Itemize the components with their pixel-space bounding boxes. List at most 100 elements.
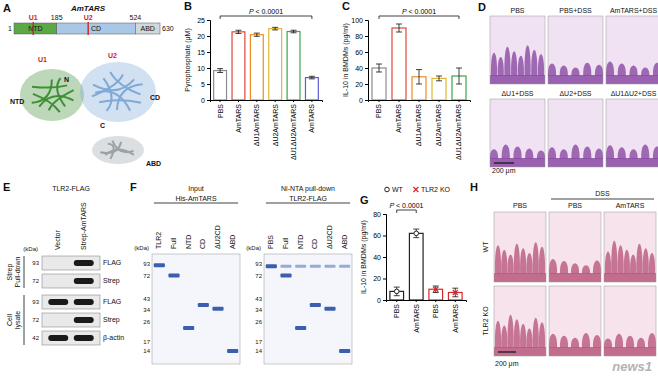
crypt	[571, 263, 579, 274]
legend-label: TLR2 KO	[421, 186, 451, 193]
y-tick: 100	[351, 17, 368, 24]
x-tick-mark	[416, 300, 417, 302]
figure: AAmTARSNTDCDABD1185524630U1U2U1U2NCNTDCD…	[0, 0, 658, 376]
y-tick-mark	[383, 300, 386, 301]
panel-letter: H	[470, 181, 478, 193]
image-label: PBS+DSS	[559, 7, 592, 14]
x-tick-label: AmTARS	[235, 104, 242, 133]
panel-letter: G	[360, 194, 369, 206]
error-bar-cap	[396, 32, 402, 33]
unit-label: (kDa)	[134, 245, 149, 251]
histology-image	[490, 99, 545, 167]
bar	[305, 78, 318, 100]
blot-strip	[42, 313, 100, 327]
blot-title: TLR2-FLAG	[52, 185, 90, 192]
y-tick-label: 5	[201, 81, 205, 88]
error-bar	[235, 30, 241, 33]
blot-label: Strep	[103, 316, 120, 324]
error-bar-stem	[419, 70, 420, 84]
lane-label: CD	[199, 239, 206, 249]
crypt	[595, 65, 603, 76]
error-bar	[394, 287, 400, 296]
x-tick-label: AmTARS	[452, 304, 459, 333]
y-axis: 020406080100	[351, 17, 368, 104]
gel-subtitle: TLR2-FLAG	[289, 195, 327, 202]
crypt	[495, 321, 501, 348]
muscle-layer	[494, 347, 546, 356]
y-tick-mark	[365, 68, 368, 69]
lane-label: TLR2	[155, 232, 162, 249]
crypt	[518, 56, 524, 76]
x-tick: AmTARS	[395, 100, 402, 133]
helix	[32, 79, 52, 102]
ladder-label: 34	[143, 307, 150, 313]
gel-band	[295, 265, 306, 268]
ladder-label: 72	[255, 273, 262, 279]
x-tick-mark	[396, 300, 397, 302]
tissue-background	[490, 99, 545, 167]
gel-band	[295, 326, 306, 330]
y-tick-mark	[383, 257, 386, 258]
crypt	[606, 145, 614, 159]
y-tick-mark	[207, 52, 210, 53]
x-tick-mark	[311, 100, 312, 102]
legend: WTTLR2 KO	[385, 186, 451, 193]
x-tick-label: AmTARS	[395, 104, 402, 133]
crypt	[630, 254, 636, 274]
crypt	[611, 241, 617, 274]
group-label: Strep	[6, 264, 14, 281]
annotation: P < 0.0001	[249, 8, 283, 15]
ladder-label: 17	[143, 339, 150, 345]
column-label: AmTARS	[616, 202, 645, 209]
marker	[385, 187, 390, 192]
ladder-label: 26	[255, 319, 262, 325]
y-tick: 40	[373, 254, 386, 261]
muscle-layer	[604, 273, 656, 282]
x-tick-label: ΔU2AmTARS	[435, 104, 442, 147]
y-tick-label: 60	[373, 232, 381, 239]
x-tick: ΔU2AmTARS	[272, 100, 279, 146]
domain-blob	[80, 62, 156, 122]
crypt	[525, 149, 533, 159]
histology-image	[604, 286, 656, 356]
crypt	[526, 253, 532, 274]
error-bar	[309, 76, 315, 79]
error-bar-cap	[376, 64, 382, 65]
insertion-marker	[87, 22, 88, 35]
lane-label: NTD	[297, 235, 304, 249]
x-axis: PBSAmTARSΔU1AmTARSΔU2AmTARSΔU1ΔU2AmTARS	[369, 100, 471, 160]
y-tick-label: 20	[373, 275, 381, 282]
error-bar-cap	[217, 68, 223, 69]
x-tick: ΔU1ΔU2AmTARS	[290, 100, 297, 160]
muscle-layer	[606, 75, 658, 84]
gel-band	[266, 264, 277, 268]
crypt	[495, 245, 501, 274]
crypt	[637, 338, 645, 348]
bar	[372, 68, 386, 100]
crypt	[560, 336, 568, 348]
crypt	[533, 318, 539, 348]
blot-band	[48, 335, 68, 341]
y-axis-title: IL-10 in BMDMs (pg/ml)	[342, 23, 350, 97]
ladder-label: 72	[143, 273, 150, 279]
watermark: news1	[612, 359, 652, 374]
gel-band	[339, 265, 350, 268]
crypt	[560, 66, 568, 76]
blot-band	[74, 335, 94, 341]
y-axis-title: Pyrophosphate (μM)	[184, 28, 192, 92]
x-tick-mark	[439, 100, 440, 102]
y-tick-mark	[207, 100, 210, 101]
scale-bar	[498, 351, 516, 352]
gel-band	[183, 326, 194, 330]
kda-label: 93	[32, 260, 39, 266]
error-bar-stem	[220, 69, 221, 73]
crypt	[524, 45, 530, 76]
muscle-layer	[606, 158, 658, 167]
crypt	[604, 339, 612, 348]
lane-label: Full	[170, 237, 177, 249]
error-bar-cap	[309, 78, 315, 79]
panel-letter: B	[184, 0, 192, 12]
error-bar-cap	[254, 36, 260, 37]
image-frame	[490, 16, 545, 84]
residue-number: 524	[130, 14, 142, 21]
